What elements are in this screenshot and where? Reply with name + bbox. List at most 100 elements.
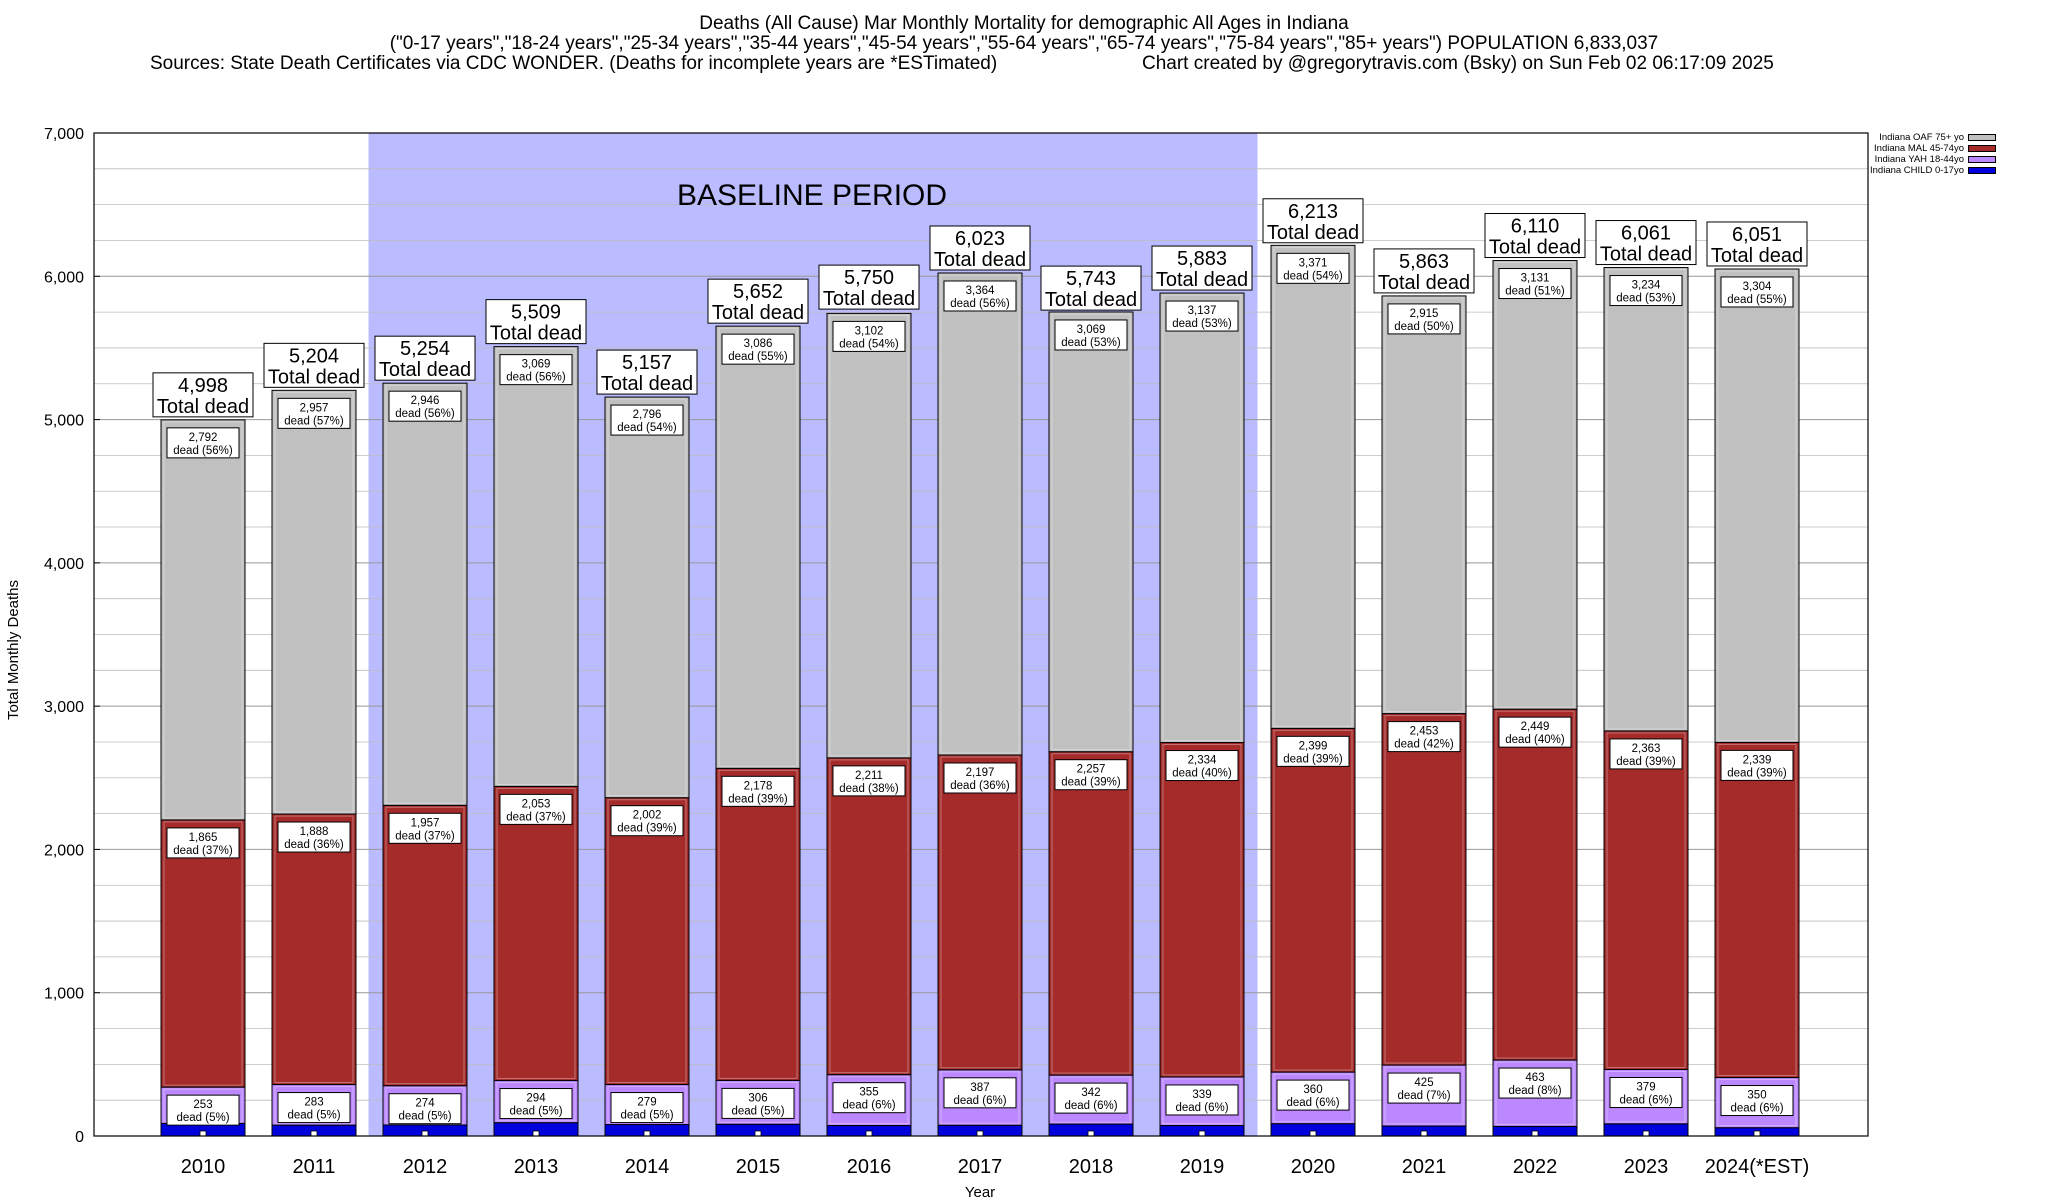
- bar-base-marker: [1531, 1130, 1539, 1137]
- total-value-label: 5,863: [1399, 251, 1449, 273]
- segment-value-label: 355: [859, 1087, 878, 1099]
- bar-segment: [1714, 268, 1800, 743]
- segment-value-label: 2,363: [1632, 743, 1661, 755]
- segment-pct-label: dead (6%): [1064, 1100, 1117, 1112]
- segment-pct-label: dead (53%): [1616, 293, 1676, 305]
- bar-segment-inner: [1606, 1071, 1686, 1123]
- segment-label-box: [1720, 276, 1794, 308]
- segment-pct-label: dead (39%): [1727, 767, 1787, 779]
- segment-value-label: 3,102: [855, 325, 884, 337]
- y-tick-label: 2,000: [44, 842, 84, 859]
- bar-segment-inner: [1051, 753, 1131, 1074]
- total-label-box: [1373, 248, 1475, 294]
- total-label-box: [1706, 221, 1808, 267]
- total-label-box: [152, 372, 254, 418]
- segment-pct-label: dead (5%): [620, 1110, 673, 1122]
- bar-segment: [1270, 244, 1356, 729]
- total-value-label: 6,051: [1732, 224, 1782, 246]
- bar-segment-inner: [1051, 313, 1131, 751]
- bar-segment: [937, 754, 1023, 1071]
- segment-pct-label: dead (57%): [284, 415, 344, 427]
- segment-pct-label: dead (38%): [839, 783, 899, 795]
- bar-segment-inner: [1051, 1076, 1131, 1123]
- bar-base-marker: [1087, 1130, 1095, 1137]
- segment-label-box: [166, 1094, 240, 1126]
- y-axis-label: Total Monthly Deaths: [5, 579, 22, 721]
- plot-frame: [93, 132, 1869, 1137]
- y-tick-label: 0: [75, 1129, 84, 1146]
- bar-segment: [1048, 311, 1134, 753]
- segment-label-box: [277, 397, 351, 429]
- legend-label: Indiana MAL 45-74yo: [1874, 143, 1964, 154]
- segment-label-box: [721, 1087, 795, 1119]
- bar-base-marker: [976, 1130, 984, 1137]
- bar-segment: [1714, 741, 1800, 1079]
- segment-value-label: 463: [1525, 1072, 1544, 1084]
- x-tick-label: 2015: [736, 1156, 781, 1178]
- total-value-label: 5,157: [622, 352, 672, 374]
- segment-value-label: 342: [1081, 1087, 1100, 1099]
- segment-label-box: [1276, 1079, 1350, 1111]
- bar-segment: [1492, 708, 1578, 1061]
- bar-segment-inner: [1162, 294, 1242, 742]
- bar-segment-inner: [1384, 1066, 1464, 1125]
- segment-pct-label: dead (56%): [506, 372, 566, 384]
- x-tick-label: 2022: [1513, 1156, 1558, 1178]
- segment-value-label: 1,865: [189, 832, 218, 844]
- total-suffix-label: Total dead: [1489, 237, 1581, 259]
- baseline-period-label: BASELINE PERIOD: [677, 179, 947, 212]
- bar-segment-inner: [829, 759, 909, 1074]
- bar-segment-inner: [1495, 262, 1575, 708]
- segment-value-label: 2,053: [522, 798, 551, 810]
- segment-value-label: 2,946: [411, 395, 440, 407]
- segment-value-label: 294: [526, 1093, 546, 1105]
- bar-segment-inner: [1495, 710, 1575, 1059]
- segment-pct-label: dead (55%): [728, 351, 788, 363]
- total-suffix-label: Total dead: [712, 302, 804, 324]
- x-tick-label: 2014: [625, 1156, 670, 1178]
- x-tick-label: 2018: [1069, 1156, 1114, 1178]
- bar-segment-inner: [274, 391, 354, 813]
- segment-value-label: 387: [970, 1082, 989, 1094]
- bar-base-marker: [865, 1130, 873, 1137]
- x-tick-label: 2013: [514, 1156, 559, 1178]
- bar-segment: [715, 767, 801, 1081]
- bar-segment: [715, 325, 801, 769]
- segment-label-box: [277, 821, 351, 853]
- segment-pct-label: dead (5%): [398, 1111, 451, 1123]
- segment-value-label: 279: [637, 1097, 656, 1109]
- segment-label-box: [943, 762, 1017, 794]
- bar-segment: [826, 757, 912, 1076]
- segment-label-box: [1387, 1072, 1461, 1104]
- total-value-label: 6,213: [1288, 201, 1338, 223]
- y-tick-label: 1,000: [44, 986, 84, 1003]
- bar-segment-inner: [940, 274, 1020, 754]
- segment-pct-label: dead (54%): [617, 422, 677, 434]
- segment-value-label: 2,915: [1410, 308, 1439, 320]
- legend-swatch: [1968, 167, 1996, 174]
- total-label-box: [929, 225, 1031, 271]
- x-tick-label: 2011: [292, 1156, 335, 1178]
- total-suffix-label: Total dead: [268, 366, 360, 388]
- bar-segment-inner: [940, 756, 1020, 1069]
- segment-label-box: [388, 390, 462, 422]
- segment-pct-label: dead (37%): [173, 845, 233, 857]
- total-value-label: 5,204: [289, 345, 339, 367]
- segment-value-label: 253: [193, 1099, 212, 1111]
- segment-value-label: 3,069: [1077, 324, 1106, 336]
- segment-label-box: [1609, 1077, 1683, 1109]
- segment-pct-label: dead (53%): [1172, 318, 1232, 330]
- segment-label-box: [1276, 735, 1350, 767]
- chart-sources: Sources: State Death Certificates via CD…: [150, 53, 998, 74]
- segment-pct-label: dead (39%): [1061, 777, 1121, 789]
- total-value-label: 5,509: [511, 302, 561, 324]
- segment-label-box: [832, 1082, 906, 1114]
- bar-segment-inner: [940, 1071, 1020, 1124]
- segment-label-box: [1165, 1084, 1239, 1116]
- bar-segment-inner: [1717, 1079, 1797, 1127]
- segment-value-label: 3,304: [1743, 281, 1772, 293]
- legend-item: Indiana MAL 45-74yo: [1870, 143, 1996, 154]
- segment-label-box: [166, 827, 240, 859]
- segment-pct-label: dead (53%): [1061, 337, 1121, 349]
